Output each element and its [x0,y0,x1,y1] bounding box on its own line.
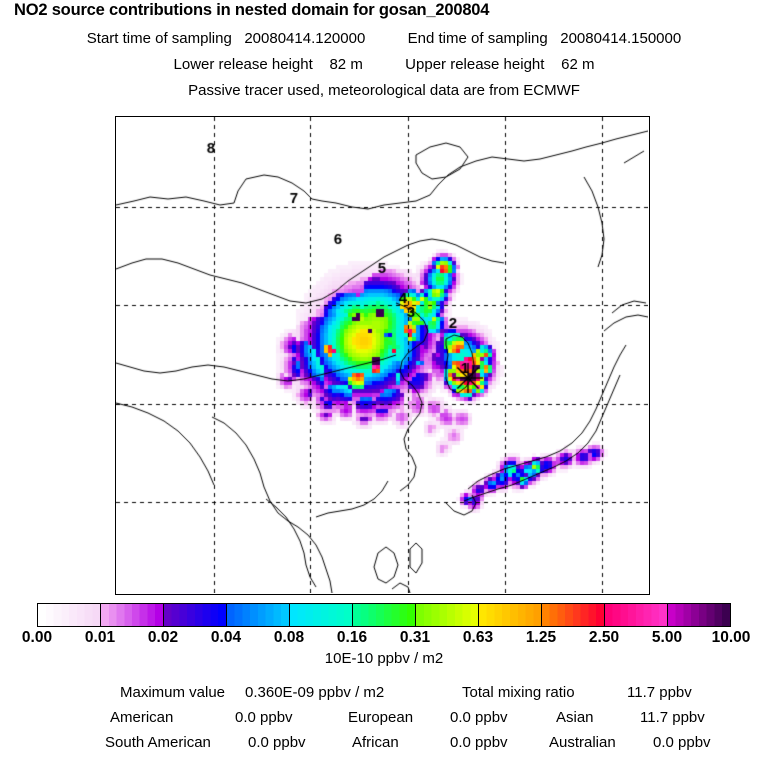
region-value-european: 0.0 ppbv [450,709,508,726]
tracer-note: Passive tracer used, meteorological data… [188,82,580,99]
colorbar-tick-7: 0.63 [462,629,494,646]
start-time-value: 20080414.120000 [244,30,366,47]
colorbar-segment-0 [38,604,101,626]
end-time-label: End time of sampling [407,30,548,47]
region-value-african: 0.0 ppbv [450,734,508,751]
colorbar-segment-3 [227,604,290,626]
colorbar-segment-4 [290,604,353,626]
page-title: NO2 source contributions in nested domai… [14,1,490,19]
region-value-american: 0.0 ppbv [235,709,293,726]
colorbar-tick-5: 0.16 [336,629,368,646]
end-time-value: 20080414.150000 [560,30,682,47]
colorbar-tick-2: 0.02 [147,629,179,646]
region-value-south-american: 0.0 ppbv [248,734,306,751]
upper-release-label: Upper release height [405,56,545,73]
colorbar-tick-11: 10.00 [711,629,751,646]
colorbar-segment-5 [353,604,416,626]
colorbar-gradient [37,603,731,627]
maximum-value-value: 0.360E-09 ppbv / m2 [245,684,385,701]
colorbar-tick-4: 0.08 [273,629,305,646]
upper-release-value: 62 m [561,56,595,73]
colorbar-segment-2 [164,604,227,626]
region-name-south-american: South American [105,734,211,751]
total-mixing-ratio-label: Total mixing ratio [462,684,575,701]
region-name-asian: Asian [556,709,594,726]
colorbar-tick-3: 0.04 [210,629,242,646]
colorbar-segment-6 [416,604,479,626]
total-mixing-ratio-value: 11.7 ppbv [627,684,692,701]
region-name-african: African [352,734,399,751]
colorbar-tick-9: 2.50 [588,629,620,646]
maximum-value-label: Maximum value [120,684,226,701]
region-value-asian: 11.7 ppbv [640,709,705,726]
colorbar-tick-1: 0.01 [84,629,116,646]
colorbar-tick-6: 0.31 [399,629,431,646]
colorbar-segment-7 [479,604,542,626]
colorbar-tick-8: 1.25 [525,629,557,646]
map-plot-area [115,116,650,595]
colorbar-segment-8 [542,604,605,626]
sampling-time-line: Start time of sampling 20080414.120000 E… [0,30,768,47]
colorbar-unit-label: 10E-10 ppbv / m2 [324,650,444,667]
lower-release-value: 82 m [329,56,363,73]
start-time-label: Start time of sampling [86,30,232,47]
release-height-line: Lower release height 82 m Upper release … [0,56,768,73]
region-name-australian: Australian [549,734,616,751]
lower-release-label: Lower release height [173,56,313,73]
colorbar-segment-1 [101,604,164,626]
colorbar-segment-10 [668,604,730,626]
region-value-australian: 0.0 ppbv [653,734,711,751]
coastline-and-grid-canvas [116,117,648,593]
region-name-american: American [110,709,174,726]
colorbar-tick-10: 5.00 [651,629,683,646]
colorbar-tick-labels: 0.00 0.01 0.02 0.04 0.08 0.16 0.31 0.63 1.25 2.50… [0,629,768,649]
colorbar-area: 0.00 0.01 0.02 0.04 0.08 0.16 0.31 0.63 1.25 2.50… [22,603,750,646]
colorbar-tick-0: 0.00 [21,629,53,646]
region-name-european: European [348,709,414,726]
colorbar-segment-9 [605,604,668,626]
